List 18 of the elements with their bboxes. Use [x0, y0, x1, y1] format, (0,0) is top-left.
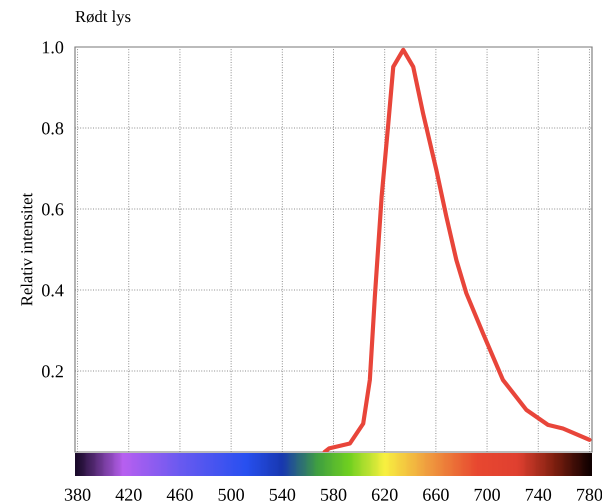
y-tick-label: 0.2 [42, 365, 63, 378]
x-tick-label: 740 [526, 488, 552, 501]
y-tick-label: 0.4 [42, 284, 64, 297]
y-tick-label: 1.0 [42, 41, 64, 54]
x-tick-label: 660 [423, 488, 449, 501]
y-tick-label: 0.6 [42, 203, 64, 216]
y-axis-title: Relativ intensitet [20, 192, 32, 306]
x-tick-label: 500 [218, 488, 244, 501]
x-tick-label: 540 [270, 488, 296, 501]
x-tick-label: 700 [474, 488, 500, 501]
x-tick-label: 380 [64, 488, 90, 501]
y-tick-label: 0.8 [42, 122, 64, 135]
x-tick-label: 580 [321, 488, 346, 501]
chart-title: Rødt lys [75, 10, 130, 26]
x-tick-label: 780 [577, 488, 602, 501]
x-tick-label: 620 [372, 488, 398, 501]
x-tick-label: 420 [116, 488, 142, 501]
x-tick-label: 460 [166, 488, 193, 501]
